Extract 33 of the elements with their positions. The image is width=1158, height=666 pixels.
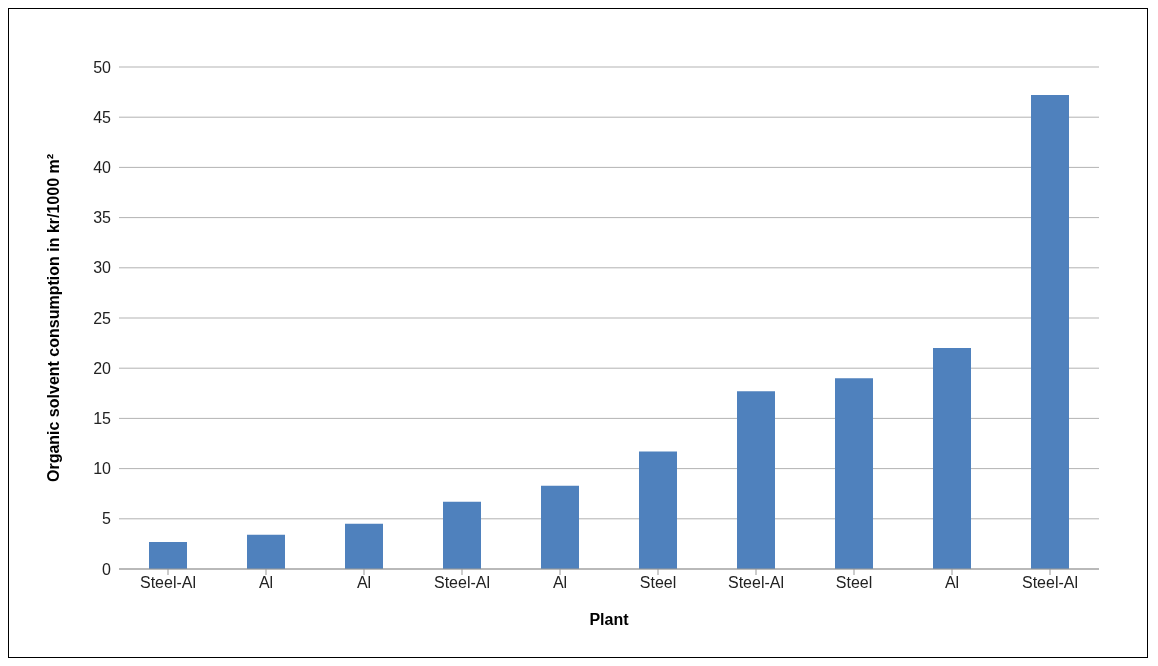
bar xyxy=(737,391,775,569)
bar xyxy=(345,523,383,569)
x-tick-label: Steel-Al xyxy=(139,574,197,592)
y-tick-label: 30 xyxy=(93,259,112,277)
x-tick-label: Al xyxy=(258,574,274,592)
bar xyxy=(835,378,873,569)
y-tick-label: 40 xyxy=(93,159,112,177)
y-tick-label: 0 xyxy=(102,560,112,578)
x-tick-label: Steel-Al xyxy=(1021,574,1079,592)
x-axis-title: Plant xyxy=(589,611,630,628)
y-tick-label: 50 xyxy=(93,58,112,76)
y-tick-label: 5 xyxy=(102,510,112,528)
x-tick-label: Steel xyxy=(835,574,873,592)
bar xyxy=(443,501,481,569)
x-tick-label: Steel xyxy=(639,574,677,592)
x-tick-label: Steel-Al xyxy=(727,574,785,592)
x-tick-label: Al xyxy=(356,574,372,592)
y-tick-label: 35 xyxy=(93,209,112,227)
y-tick-label: 10 xyxy=(93,460,112,478)
y-tick-label: 25 xyxy=(93,309,112,327)
x-tick-label: Al xyxy=(552,574,568,592)
bar xyxy=(247,534,285,569)
x-tick-label: Al xyxy=(944,574,960,592)
y-tick-label: 20 xyxy=(93,359,112,377)
bar xyxy=(541,485,579,569)
y-tick-label: 15 xyxy=(93,410,112,428)
x-tick-label: Steel-Al xyxy=(433,574,491,592)
bar xyxy=(1031,95,1069,569)
bar xyxy=(933,348,971,569)
bar xyxy=(639,451,677,569)
y-axis-title: Organic solvent consumption in kr/1000 m² xyxy=(44,153,62,483)
y-tick-label: 45 xyxy=(93,108,112,126)
bar xyxy=(149,541,187,569)
